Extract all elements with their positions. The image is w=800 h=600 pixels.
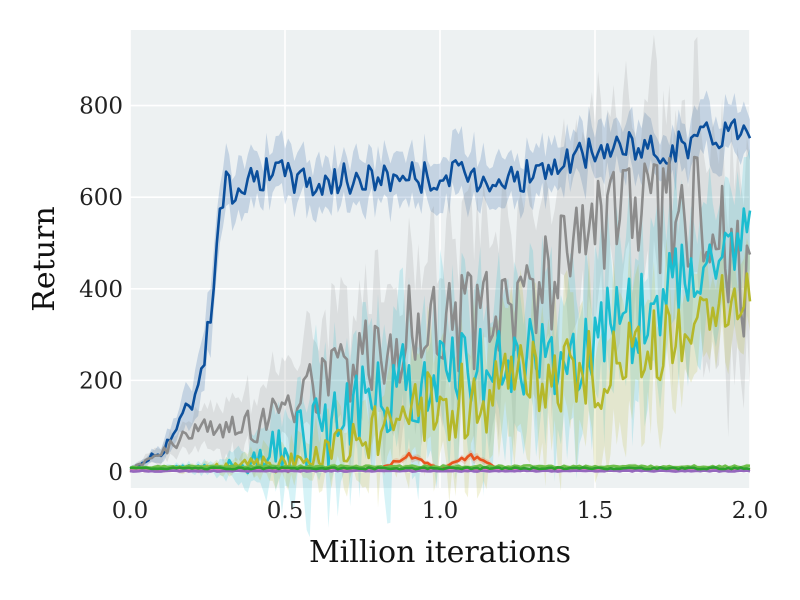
y-axis-label: Return bbox=[27, 206, 62, 311]
y-tick-label: 600 bbox=[79, 185, 123, 211]
x-tick-label: 1.0 bbox=[422, 498, 459, 524]
y-tick-label: 200 bbox=[79, 368, 123, 394]
x-tick-label: 0.5 bbox=[267, 498, 304, 524]
x-axis-label: Million iterations bbox=[309, 535, 571, 570]
y-tick-label: 400 bbox=[79, 277, 123, 303]
y-tick-label: 800 bbox=[79, 94, 123, 120]
series-band bbox=[130, 90, 750, 471]
series-line bbox=[129, 464, 751, 470]
y-tick-label: 0 bbox=[108, 460, 123, 486]
x-tick-label: 0.0 bbox=[112, 498, 149, 524]
series-line bbox=[129, 466, 751, 471]
x-tick-label: 1.5 bbox=[577, 498, 614, 524]
series-band bbox=[130, 34, 750, 479]
tick-labels: 0.0 0.5 1.0 1.5 2.0 0 200 400 600 800 bbox=[79, 94, 768, 524]
x-tick-label: 2.0 bbox=[732, 498, 769, 524]
series-band bbox=[130, 228, 750, 508]
series-lines bbox=[129, 118, 752, 475]
series-line bbox=[129, 118, 752, 470]
series-line bbox=[129, 469, 751, 473]
